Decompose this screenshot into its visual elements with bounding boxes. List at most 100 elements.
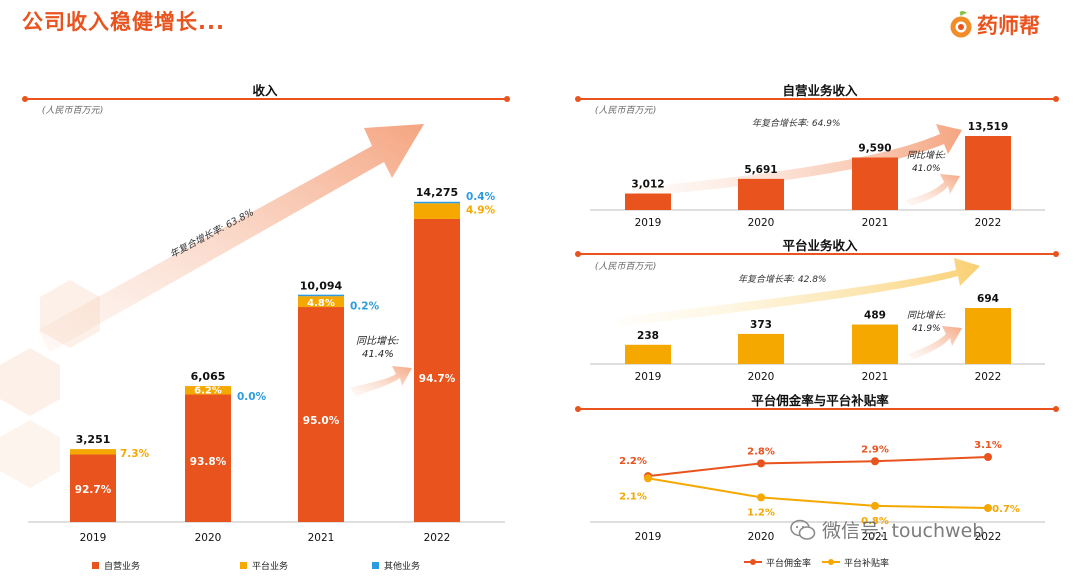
platform-cagr-arrow	[615, 258, 980, 326]
x-tick-platform-2019: 2019	[635, 371, 662, 383]
platform-pct-2020: 6.2%	[194, 385, 222, 396]
rate-label-subsidy-2022: 0.7%	[992, 504, 1020, 515]
self-operated-cagr-arrow	[630, 124, 962, 196]
revenue-title-rule	[22, 96, 510, 102]
legend-swatch-platform	[240, 562, 247, 569]
watermark-text: 微信号: touchweb	[822, 520, 985, 542]
self-operated-chart-title: 自营业务收入	[782, 83, 858, 98]
x-tick-platform-2022: 2022	[975, 371, 1002, 383]
brand-name: 药师帮	[977, 14, 1040, 38]
x-tick-2022: 2022	[424, 532, 451, 544]
x-tick-2020: 2020	[195, 532, 222, 544]
total-label-2019: 3,251	[76, 433, 111, 446]
bar-segment-self-operated-2020	[185, 394, 231, 522]
self-operated-yoy-value: 41.0%	[912, 164, 941, 174]
bar-platform-2022	[965, 308, 1011, 364]
page-title: 公司收入稳健增长...	[22, 10, 225, 34]
legend-self-operated: 自营业务	[104, 560, 140, 572]
rate-label-subsidy-2019: 2.1%	[619, 491, 647, 502]
value-label-self_operated-2022: 13,519	[968, 121, 1009, 133]
platform-title-rule	[575, 251, 1059, 257]
legend-other: 其他业务	[384, 560, 420, 572]
total-label-2021: 10,094	[300, 280, 343, 293]
x-tick-2019: 2019	[80, 532, 107, 544]
x-tick-rates-2019: 2019	[635, 531, 662, 543]
self-operated-pct-2022: 94.7%	[419, 373, 456, 385]
revenue-stacked-bar-chart: 3,251 92.7% 7.3% 2019 6,065 93.8% 6.2% 0.0% 2020…	[70, 186, 496, 544]
rate-label-commission-2022: 3.1%	[974, 440, 1002, 451]
bar-segment-other-2021	[298, 294, 344, 297]
other-pct-2020: 0.0%	[237, 391, 267, 403]
value-label-self_operated-2021: 9,590	[858, 143, 891, 155]
legend-subsidy-rate: 平台补贴率	[844, 557, 889, 569]
x-tick-2021: 2021	[308, 532, 335, 544]
x-tick-self_operated-2020: 2020	[748, 217, 775, 229]
legend-commission-rate: 平台佣金率	[766, 557, 811, 569]
legend-swatch-other	[372, 562, 379, 569]
revenue-chart-title: 收入	[252, 83, 278, 98]
self-operated-pct-2020: 93.8%	[190, 456, 227, 468]
rates-line-chart: 2.2% 2.8% 2.9% 3.1% 2.1% 1.2% 0.8% 0.7% 2019 2020…	[619, 440, 1020, 543]
x-tick-self_operated-2021: 2021	[862, 217, 889, 229]
self-operated-title-rule	[575, 96, 1059, 102]
legend-marker-commission	[750, 559, 756, 565]
bar-segment-platform-2021	[298, 296, 344, 308]
x-tick-rates-2022: 2022	[975, 531, 1002, 543]
bar-platform-2019	[625, 344, 671, 364]
platform-pct-2021: 4.8%	[307, 298, 335, 309]
bar-platform-2021	[852, 324, 898, 364]
value-label-platform-2020: 373	[750, 319, 772, 331]
revenue-yoy-value: 41.4%	[362, 349, 394, 360]
point-commission-2022	[984, 453, 992, 461]
x-tick-platform-2021: 2021	[862, 371, 889, 383]
x-tick-rates-2020: 2020	[748, 531, 775, 543]
value-label-platform-2022: 694	[977, 293, 999, 305]
revenue-legend: 自营业务 平台业务 其他业务	[92, 560, 420, 572]
rate-label-commission-2021: 2.9%	[861, 444, 889, 455]
wechat-icon	[790, 519, 816, 540]
self-operated-bar-chart: 3,012 2019 5,691 2020 9,590 2021 13,519 2022	[625, 121, 1011, 229]
self-operated-yoy-label: 同比增长:	[907, 150, 946, 161]
bar-self_operated-2021	[852, 157, 898, 210]
value-label-platform-2019: 238	[637, 330, 659, 342]
point-subsidy-2021	[871, 501, 879, 510]
platform-pct-2022: 4.9%	[466, 204, 496, 216]
total-label-2022: 14,275	[416, 186, 458, 199]
legend-marker-subsidy	[828, 559, 834, 565]
point-commission-2020	[757, 459, 765, 468]
platform-unit: (人民币百万元)	[595, 262, 657, 272]
rates-chart-title: 平台佣金率与平台补贴率	[751, 393, 889, 408]
bar-segment-platform-2020	[185, 386, 231, 395]
platform-yoy-value: 41.9%	[912, 324, 941, 334]
revenue-unit: (人民币百万元)	[42, 106, 104, 116]
platform-cagr-label: 年复合增长率: 42.8%	[738, 274, 826, 285]
rate-label-commission-2019: 2.2%	[619, 456, 647, 467]
revenue-yoy-label: 同比增长:	[356, 335, 399, 347]
x-tick-rates-2021: 2021	[862, 531, 889, 543]
bar-segment-platform-2022	[414, 203, 460, 219]
bar-segment-self-operated-2021	[298, 307, 344, 522]
bar-segment-self-operated-2019	[70, 454, 116, 522]
legend-swatch-self-operated	[92, 562, 99, 569]
bar-platform-2020	[738, 333, 784, 364]
rate-label-subsidy-2020: 1.2%	[747, 507, 775, 518]
self-operated-cagr-label: 年复合增长率: 64.9%	[752, 118, 840, 129]
bar-segment-self-operated-2022	[414, 218, 460, 522]
value-label-platform-2021: 489	[864, 310, 886, 322]
point-subsidy-2022	[984, 504, 992, 512]
platform-yoy-arrow	[908, 326, 962, 360]
x-tick-self_operated-2022: 2022	[975, 217, 1002, 229]
legend-platform: 平台业务	[252, 560, 288, 572]
bar-segment-other-2022	[414, 201, 460, 204]
yaoshibang-logo-icon	[950, 11, 972, 38]
self-operated-pct-2021: 95.0%	[303, 415, 340, 427]
bar-self_operated-2020	[738, 178, 784, 210]
bar-self_operated-2022	[965, 136, 1011, 210]
brand-logo: 药师帮	[948, 10, 1040, 40]
line-commission-rate	[647, 456, 989, 478]
point-subsidy-2020	[757, 493, 765, 502]
revenue-cagr-arrow	[38, 124, 424, 352]
rate-label-commission-2020: 2.8%	[747, 446, 775, 457]
total-label-2020: 6,065	[191, 370, 226, 383]
